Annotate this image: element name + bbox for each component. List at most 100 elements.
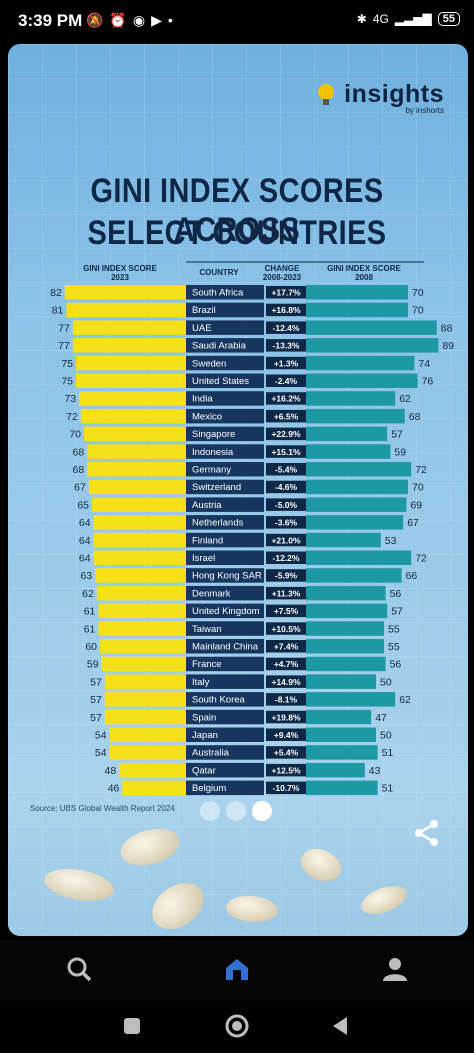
- change-cell: [266, 569, 306, 582]
- value-label-2023: 57: [90, 676, 102, 688]
- home-icon[interactable]: [223, 956, 251, 982]
- bar-2008: [306, 656, 386, 672]
- value-label-2008: 70: [412, 287, 424, 299]
- change-cell: [266, 728, 306, 741]
- value-label-2023: 68: [73, 464, 85, 476]
- country-cell: [186, 656, 264, 672]
- bar-2023: [93, 532, 186, 548]
- value-label-2023: 77: [58, 322, 70, 334]
- country-label: Israel: [192, 553, 215, 564]
- country-label: United States: [192, 376, 249, 387]
- bar-2008: [306, 285, 408, 300]
- bar-2008: [306, 391, 396, 406]
- country-label: India: [192, 394, 213, 405]
- header-change-line-2: 2008-2023: [262, 273, 302, 282]
- bar-2023: [96, 585, 186, 601]
- change-cell: [266, 392, 306, 405]
- value-label-2023: 64: [79, 517, 91, 529]
- change-label: +21.0%: [271, 535, 301, 545]
- bar-2023: [98, 621, 186, 636]
- bar-2008: [306, 550, 412, 565]
- bar-2023: [104, 709, 186, 725]
- bar-2008: [306, 355, 415, 371]
- bar-2008: [306, 515, 404, 530]
- bar-2008: [306, 462, 412, 477]
- bar-2023: [87, 444, 186, 459]
- country-cell: [186, 762, 264, 778]
- status-bar: 3:39 PM 🔕⏰◉▶• ✱ 4G ▂▃▅▇ 55: [0, 0, 474, 44]
- header-gini-2023-line-2: 2023: [111, 273, 129, 282]
- search-icon[interactable]: [66, 956, 92, 982]
- chart-title-line-1: GINI INDEX SCORES ACROSS: [90, 172, 384, 249]
- country-label: Taiwan: [192, 624, 222, 635]
- value-label-2008: 50: [380, 730, 392, 742]
- change-cell: [266, 303, 306, 317]
- change-cell: [266, 604, 306, 618]
- country-cell: [186, 285, 264, 300]
- change-label: +7.4%: [274, 642, 299, 652]
- back-icon[interactable]: [330, 1015, 350, 1037]
- value-label-2023: 81: [52, 305, 64, 317]
- bar-2023: [104, 674, 186, 689]
- value-label-2023: 61: [84, 606, 96, 618]
- pager-dot[interactable]: [226, 801, 246, 821]
- change-label: -4.6%: [275, 482, 298, 492]
- recents-icon[interactable]: [122, 1016, 142, 1036]
- bar-2008: [306, 585, 386, 601]
- change-label: +14.9%: [271, 677, 301, 687]
- country-label: Singapore: [192, 429, 235, 440]
- value-label-2023: 70: [69, 429, 81, 441]
- change-label: -12.4%: [273, 323, 300, 333]
- change-label: +6.5%: [274, 411, 299, 421]
- pager-dot[interactable]: [200, 801, 220, 821]
- country-cell: [186, 320, 264, 335]
- pager-dot-active[interactable]: [252, 801, 272, 821]
- share-icon[interactable]: [412, 818, 442, 848]
- bar-2008: [306, 444, 391, 459]
- bar-2008: [306, 727, 376, 742]
- country-label: Japan: [192, 730, 218, 741]
- header-country: COUNTRY: [186, 268, 252, 277]
- country-cell: [186, 639, 264, 654]
- change-cell: [266, 445, 306, 458]
- source-note: Source: UBS Global Wealth Report 2024: [30, 804, 175, 813]
- change-cell: [266, 781, 306, 795]
- bar-2023: [93, 515, 186, 530]
- change-label: +10.5%: [271, 624, 301, 634]
- value-label-2023: 77: [58, 340, 70, 352]
- bar-2023: [98, 603, 186, 619]
- change-label: +9.4%: [274, 730, 299, 740]
- pager-dots: [200, 801, 272, 821]
- change-cell: [266, 657, 306, 671]
- header-gini-2008: GINI INDEX SCORE 2008: [304, 264, 424, 282]
- header-change-line-1: CHANGE: [264, 264, 300, 273]
- bar-2008: [306, 603, 388, 619]
- value-label-2008: 50: [380, 676, 392, 688]
- change-label: +7.5%: [274, 606, 299, 616]
- bar-2023: [76, 355, 186, 371]
- change-label: +16.2%: [271, 394, 301, 404]
- change-label: +1.3%: [274, 358, 299, 368]
- change-label: -3.6%: [275, 518, 298, 528]
- country-cell: [186, 462, 264, 477]
- value-label-2023: 82: [50, 287, 62, 299]
- country-cell: [186, 497, 264, 512]
- country-cell: [186, 621, 264, 636]
- country-label: Indonesia: [192, 447, 234, 458]
- home-button-icon[interactable]: [224, 1013, 250, 1039]
- value-label-2023: 57: [90, 712, 102, 724]
- value-label-2008: 51: [382, 783, 394, 795]
- change-label: +19.8%: [271, 712, 301, 722]
- change-cell: [266, 675, 306, 688]
- change-label: +15.1%: [271, 447, 301, 457]
- value-label-2023: 59: [87, 659, 99, 671]
- country-label: United Kingdom: [192, 606, 260, 617]
- status-icons: ✱ 4G ▂▃▅▇ 55: [357, 12, 460, 26]
- bar-2008: [306, 338, 439, 353]
- country-label: Switzerland: [192, 482, 241, 493]
- change-label: +16.8%: [271, 305, 301, 315]
- chart-title-line-2: SELECT COUNTRIES: [87, 214, 387, 252]
- profile-icon[interactable]: [382, 956, 408, 982]
- bar-2023: [104, 692, 186, 707]
- bar-2023: [66, 302, 186, 318]
